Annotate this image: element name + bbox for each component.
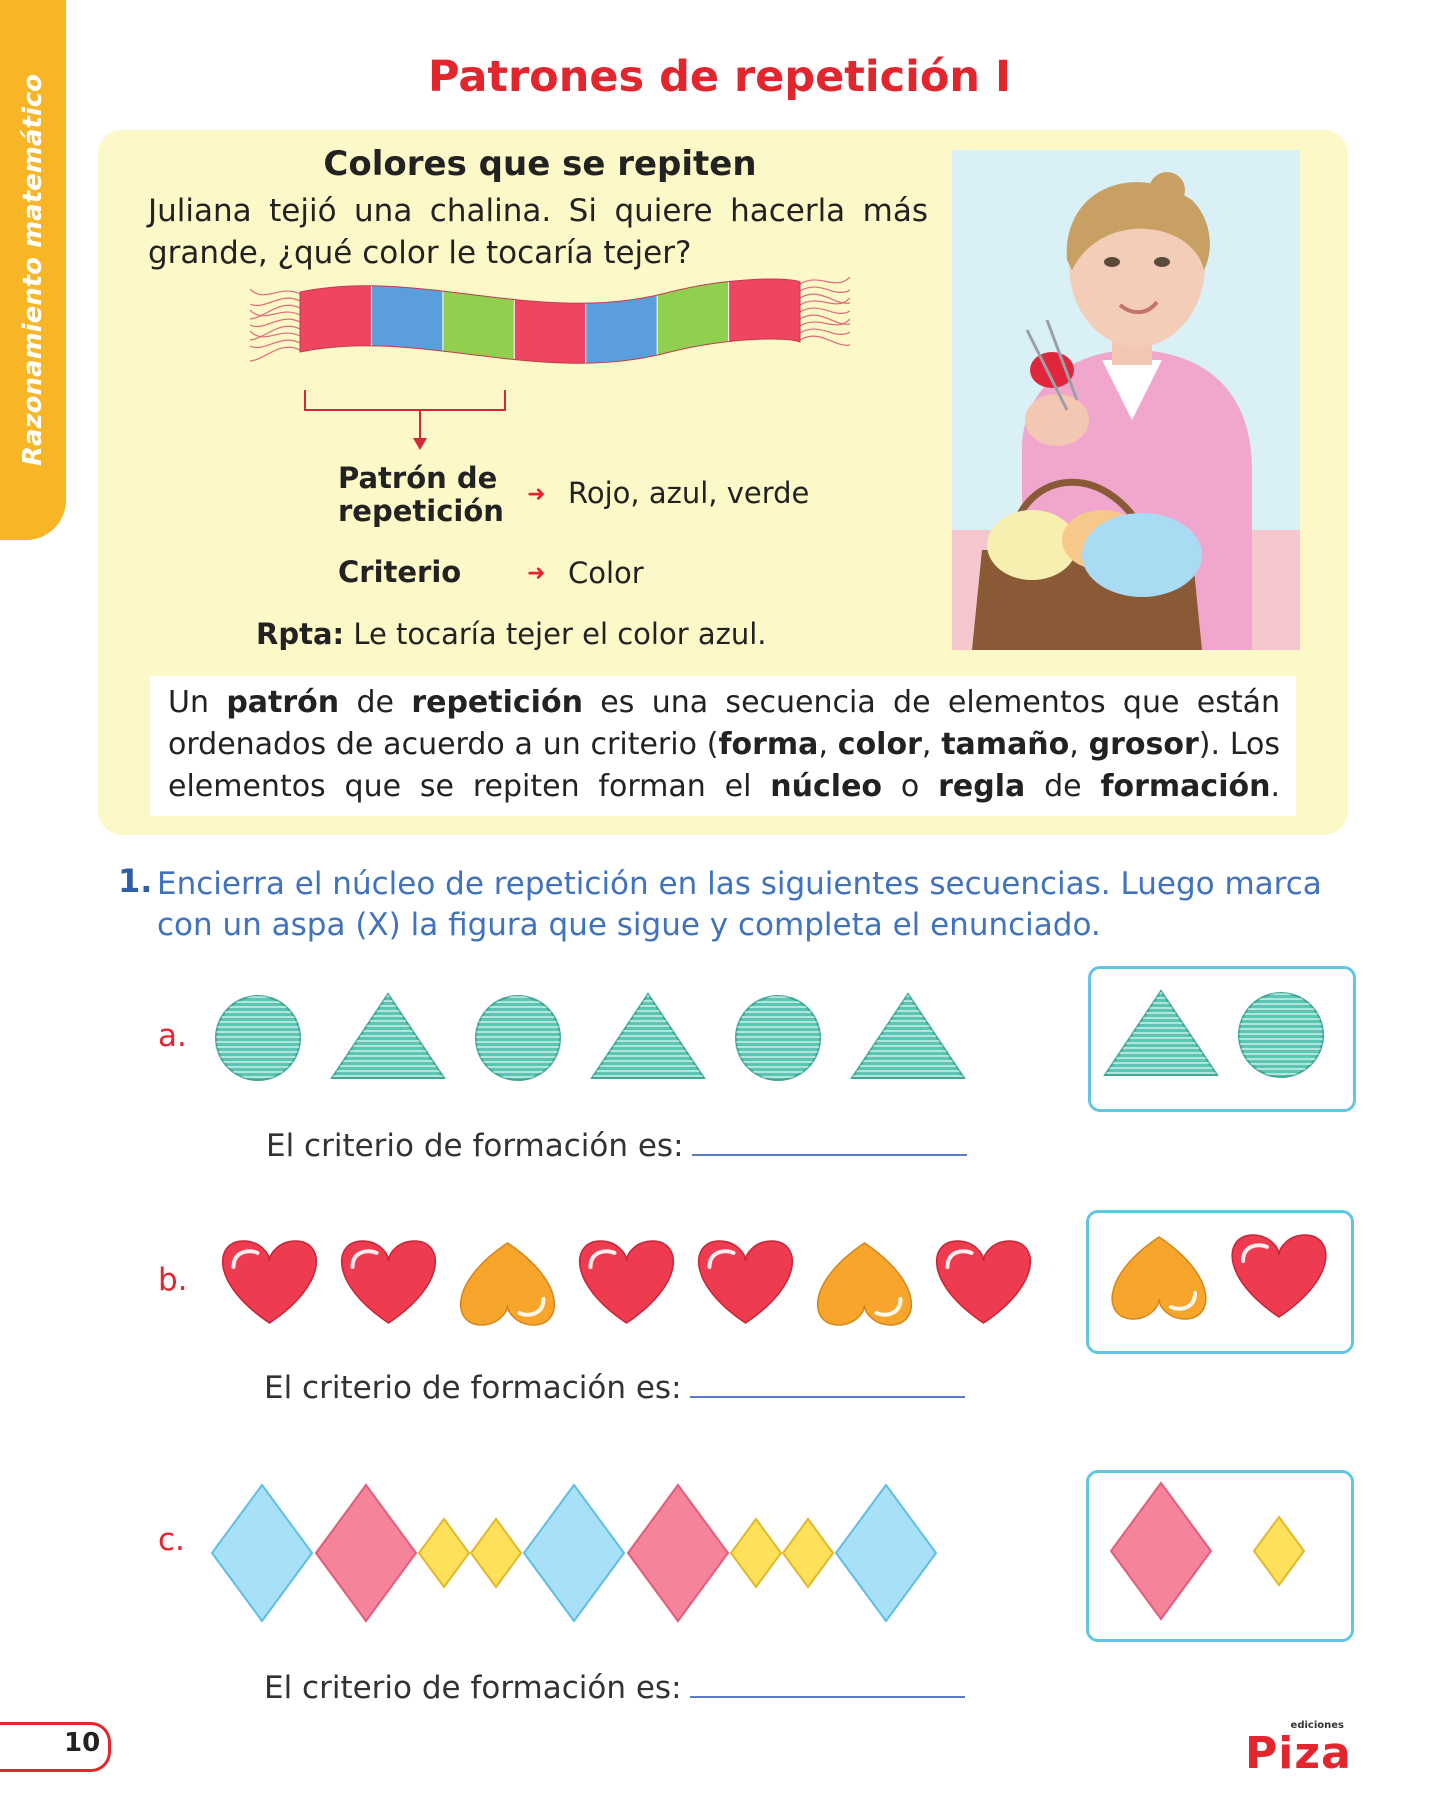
scarf-stripe <box>728 279 800 364</box>
circle-shape <box>475 995 561 1081</box>
patron-label: Patrón de repetición <box>338 461 504 528</box>
arrow-right-icon: ➜ <box>527 561 546 586</box>
sequence-b <box>221 1240 1032 1326</box>
diamond-blue-shape <box>522 1483 626 1623</box>
row-letter-c: c. <box>158 1522 185 1558</box>
criterio-prompt-a: El criterio de formación es: <box>266 1124 967 1164</box>
sequence-a <box>215 992 966 1081</box>
scarf-stripe <box>585 279 659 364</box>
heart-red-shape <box>935 1240 1032 1324</box>
scarf-fringe-left <box>250 288 301 362</box>
publisher-logo: ediciones Piza <box>1245 1720 1352 1779</box>
definition-box <box>150 676 1296 816</box>
definition-text: Un patrón de repetición es una secuencia… <box>168 685 1280 804</box>
triangle-shape <box>1103 989 1219 1076</box>
page-title: Patrones de repetición I <box>428 52 1011 102</box>
page-number-box <box>0 1722 111 1772</box>
diamond-pink-shape <box>314 1483 418 1623</box>
heart-orange-shape <box>459 1242 556 1326</box>
answer-text: Le tocaría tejer el color azul. <box>353 617 767 651</box>
answer-blank-a[interactable] <box>691 1124 967 1156</box>
page-number: 10 <box>64 1728 101 1758</box>
heart-orange-shape <box>1111 1236 1207 1320</box>
options-b <box>1111 1234 1327 1320</box>
triangle-shape <box>590 992 706 1079</box>
answer: Rpta: Le tocaría tejer el color azul. <box>256 617 767 651</box>
criterio-label: Criterio <box>338 555 462 589</box>
criterio-value: Color <box>568 556 644 590</box>
scarf-illustration <box>250 276 850 450</box>
circle-shape <box>735 995 821 1081</box>
triangle-shape <box>850 992 966 1079</box>
exercise-number: 1. <box>118 862 153 900</box>
heart-red-shape <box>697 1240 794 1324</box>
circle-shape <box>215 995 301 1081</box>
intro-subtitle: Colores que se repiten <box>323 144 757 184</box>
scarf-stripe <box>442 279 516 364</box>
girl-knitting-photo <box>952 150 1300 650</box>
diamond-pink-shape <box>626 1483 730 1623</box>
diamond-yellow-small-shape <box>1252 1515 1306 1587</box>
heart-red-shape <box>1231 1234 1327 1318</box>
diamond-pink-shape <box>1109 1481 1213 1621</box>
criterio-prompt-b: El criterio de formación es: <box>264 1366 965 1406</box>
heart-red-shape <box>221 1240 318 1324</box>
scarf-stripes <box>300 279 800 364</box>
patron-value: Rojo, azul, verde <box>568 476 810 510</box>
heart-red-shape <box>340 1240 437 1324</box>
criterio-prompt-c: El criterio de formación es: <box>264 1666 965 1706</box>
exercise-instruction: Encierra el núcleo de repetición en las … <box>157 866 1322 943</box>
diamond-blue-shape <box>834 1483 938 1623</box>
circle-shape <box>1238 992 1324 1078</box>
diamond-blue-shape <box>210 1483 314 1623</box>
heart-red-shape <box>578 1240 675 1324</box>
diamond-yellow-small-shape <box>469 1517 523 1589</box>
options-a <box>1103 989 1324 1078</box>
scarf-stripe <box>513 279 587 364</box>
arrow-right-icon: ➜ <box>527 482 546 507</box>
options-c <box>1109 1481 1306 1621</box>
side-tab-label: Razonamiento matemático <box>18 73 48 467</box>
diamond-yellow-small-shape <box>729 1517 783 1589</box>
row-letter-a: a. <box>158 1018 187 1054</box>
heart-orange-shape <box>816 1242 913 1326</box>
diamond-yellow-small-shape <box>417 1517 471 1589</box>
answer-label: Rpta: <box>256 617 345 651</box>
row-letter-b: b. <box>158 1262 188 1298</box>
pattern-bracket <box>304 390 506 411</box>
problem-text: Juliana tejió una chalina. Si quiere hac… <box>148 193 928 271</box>
answer-blank-b[interactable] <box>689 1366 965 1398</box>
side-tab <box>0 0 66 540</box>
sequence-c <box>210 1483 938 1623</box>
scarf-fringe-right <box>799 276 850 346</box>
triangle-shape <box>330 992 446 1079</box>
answer-blank-c[interactable] <box>689 1666 965 1698</box>
scarf-stripe <box>656 279 730 364</box>
diamond-yellow-small-shape <box>781 1517 835 1589</box>
